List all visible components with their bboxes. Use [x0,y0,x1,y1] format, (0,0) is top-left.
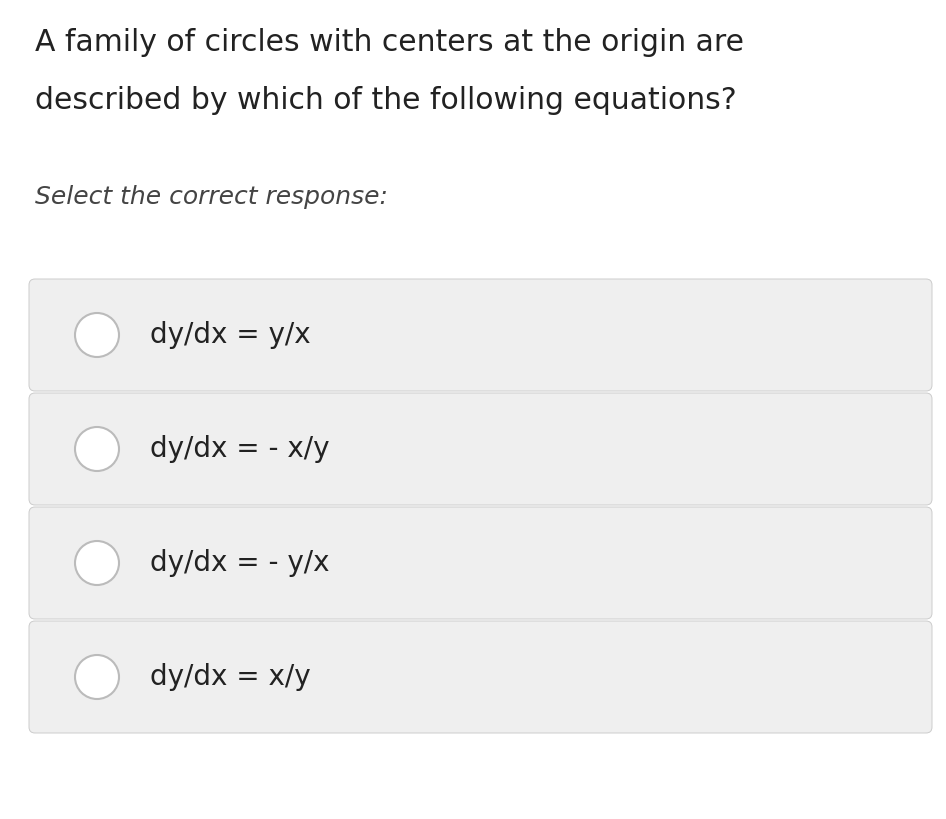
Text: Select the correct response:: Select the correct response: [35,185,388,209]
Ellipse shape [75,313,119,357]
FancyBboxPatch shape [29,621,932,733]
FancyBboxPatch shape [29,507,932,619]
Text: described by which of the following equations?: described by which of the following equa… [35,86,737,115]
Text: dy/dx = x/y: dy/dx = x/y [150,663,310,691]
Ellipse shape [75,655,119,699]
Ellipse shape [75,541,119,585]
Text: dy/dx = - y/x: dy/dx = - y/x [150,549,329,577]
FancyBboxPatch shape [29,393,932,505]
Text: A family of circles with centers at the origin are: A family of circles with centers at the … [35,28,744,57]
Text: dy/dx = y/x: dy/dx = y/x [150,321,310,349]
Ellipse shape [75,427,119,471]
FancyBboxPatch shape [29,279,932,391]
Text: dy/dx = - x/y: dy/dx = - x/y [150,435,329,463]
